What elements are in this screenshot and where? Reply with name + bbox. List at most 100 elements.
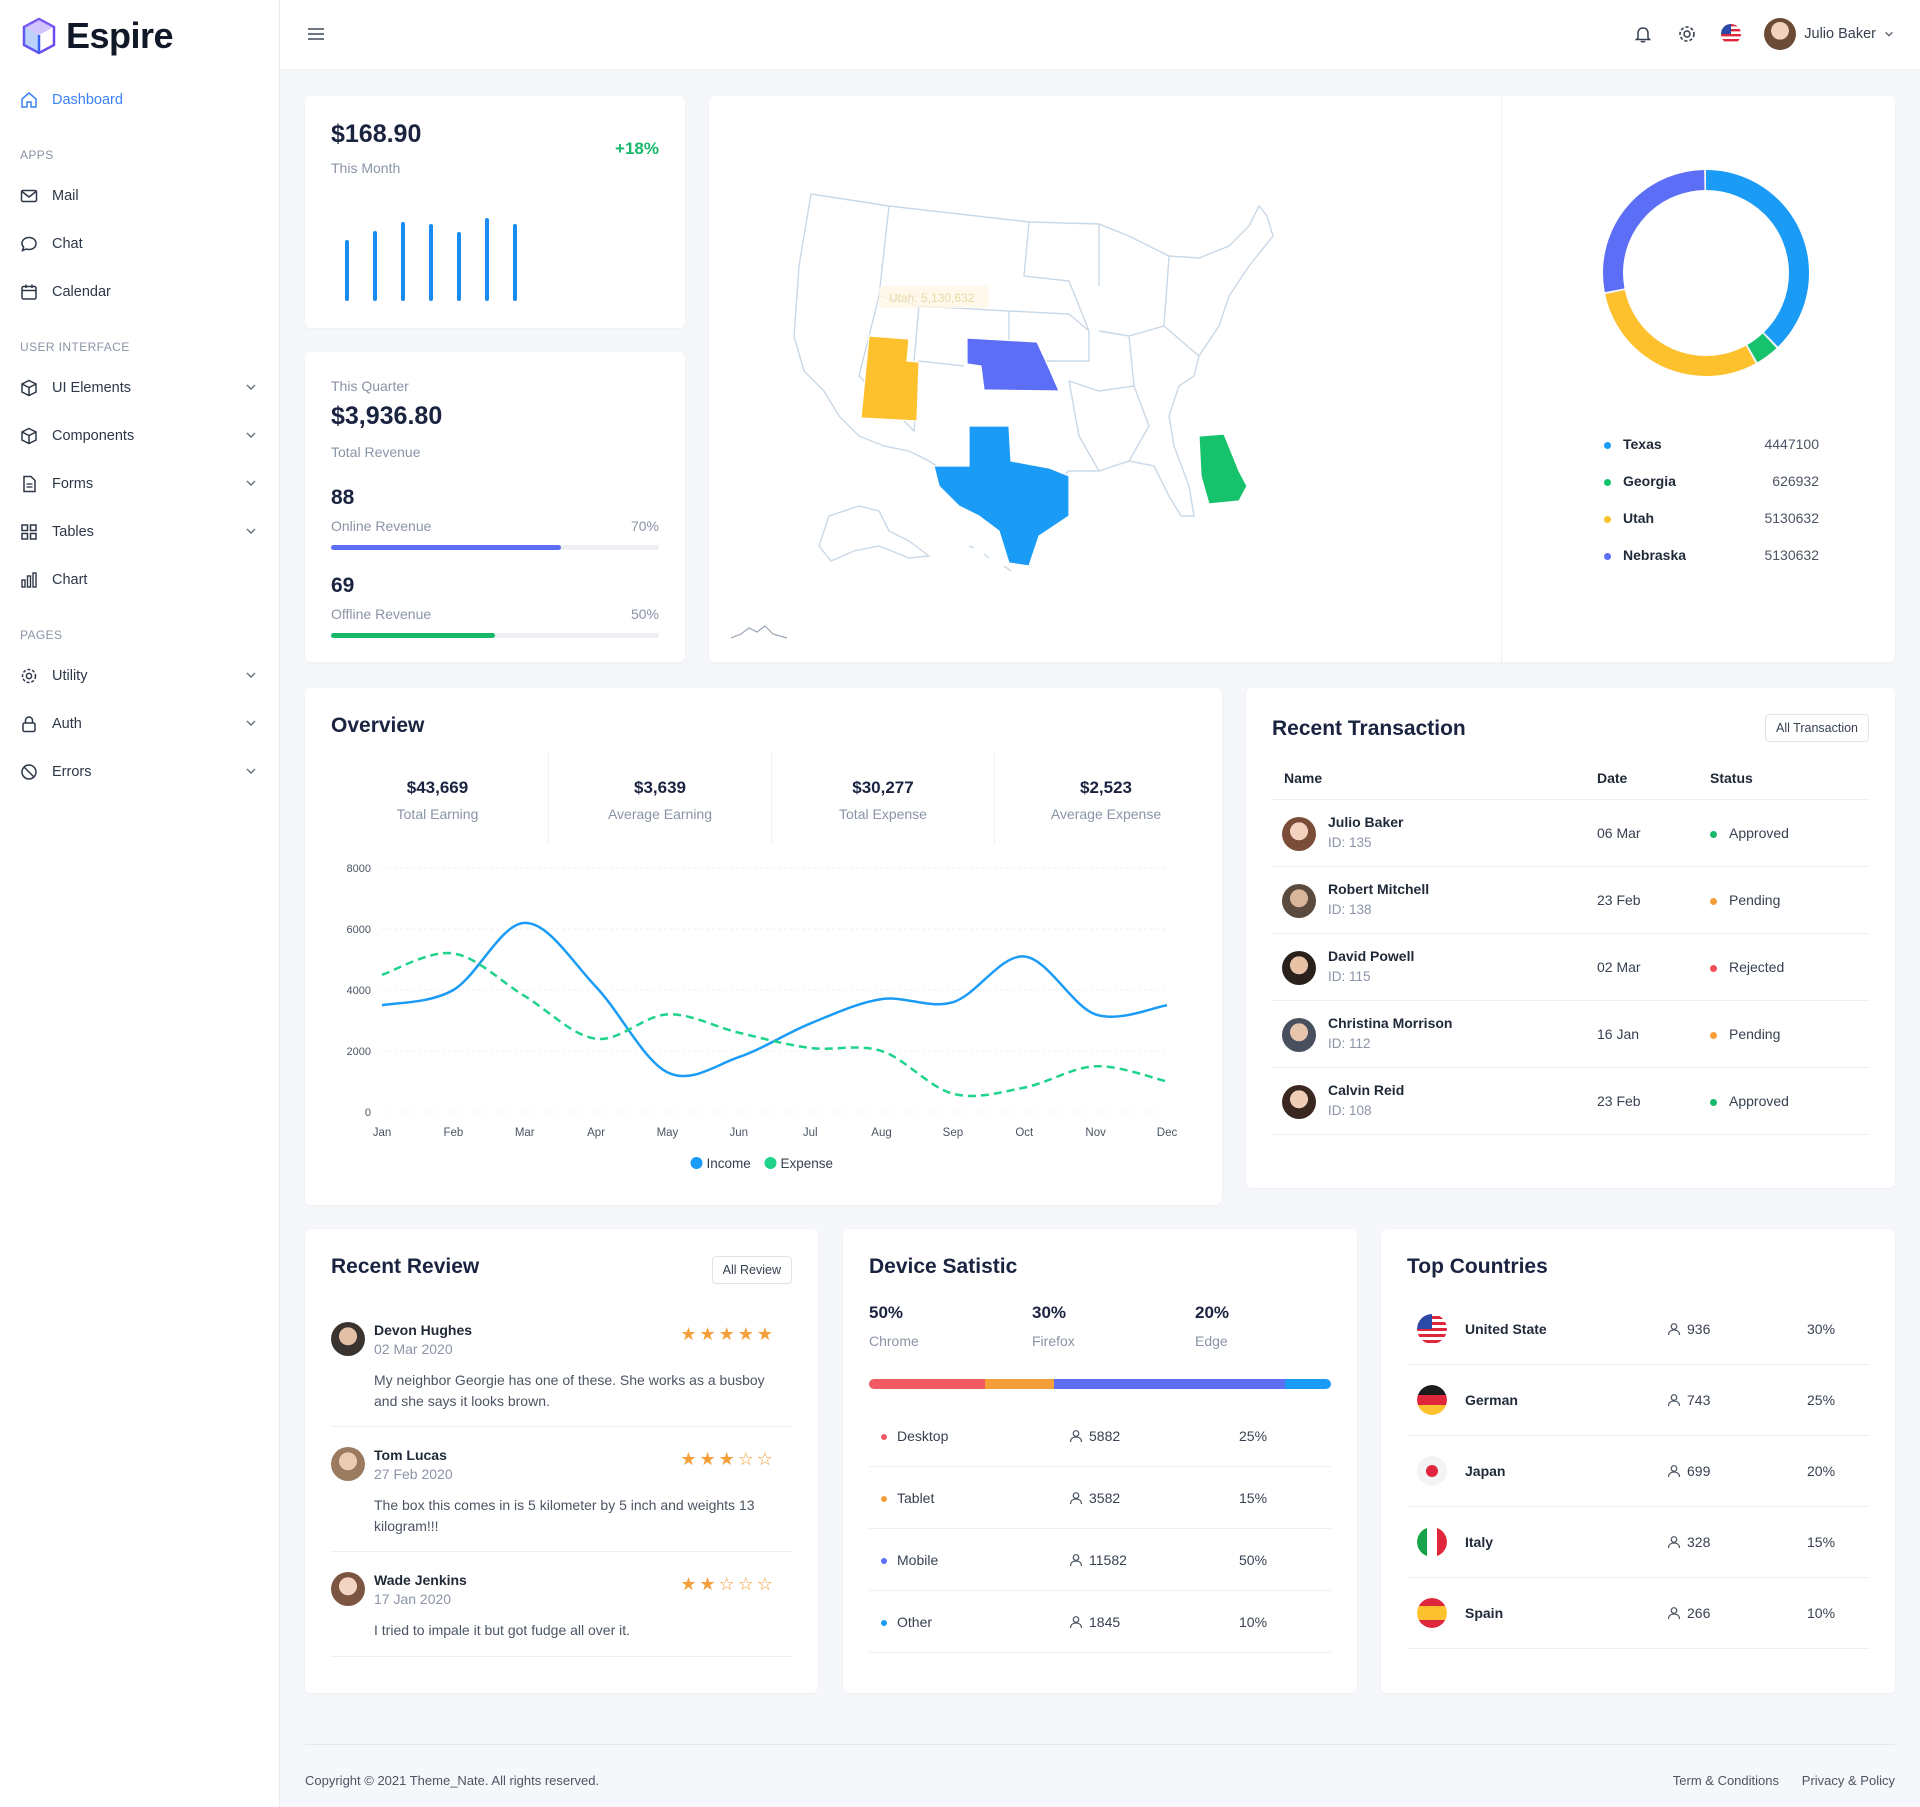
x-tick-label: Dec <box>1157 1127 1178 1139</box>
sidebar-item-chart[interactable]: Chart <box>0 556 279 604</box>
device-bar-segment <box>984 1379 1054 1389</box>
online-progress-fill <box>331 545 561 550</box>
bell-icon[interactable] <box>1632 23 1654 45</box>
legend-dot <box>1604 441 1611 449</box>
country-count: 743 <box>1667 1392 1710 1408</box>
month-label: This Month <box>331 160 401 176</box>
avatar <box>331 1322 365 1356</box>
chevron-down-icon <box>246 384 256 390</box>
legend-label[interactable]: Expense <box>781 1156 834 1171</box>
country-count: 699 <box>1667 1463 1710 1479</box>
user-menu[interactable]: Julio Baker <box>1764 18 1894 50</box>
offline-progress-fill <box>331 633 495 638</box>
device-count: 5882 <box>1069 1428 1120 1444</box>
sidebar-item-components[interactable]: Components <box>0 412 279 460</box>
tx-name: Calvin Reid <box>1328 1082 1405 1098</box>
country-pct: 10% <box>1807 1605 1836 1621</box>
browser-pct: 30% <box>1032 1303 1067 1322</box>
browser-firefox: 30% Firefox <box>1032 1303 1075 1349</box>
x-tick-label: Jan <box>373 1127 392 1139</box>
sidebar-item-tables[interactable]: Tables <box>0 508 279 556</box>
sidebar-item-chat[interactable]: Chat <box>0 220 279 268</box>
sidebar-item-utility[interactable]: Utility <box>0 652 279 700</box>
legend-label[interactable]: Income <box>707 1156 751 1171</box>
user-name: Julio Baker <box>1804 26 1876 42</box>
chevron-down-icon <box>246 528 256 534</box>
hamburger-menu-icon[interactable] <box>306 24 326 44</box>
status-dot <box>1710 1098 1717 1106</box>
us-flag-icon[interactable] <box>1720 23 1742 45</box>
table-row[interactable]: David Powell ID: 115 02 Mar Rejected <box>1272 934 1869 1001</box>
y-tick-label: 2000 <box>347 1046 371 1058</box>
legend-item-texas: Texas 4447100 <box>1604 436 1819 456</box>
avatar <box>1282 1085 1316 1119</box>
stat-total-expense: $30,277 Total Expense <box>772 754 995 844</box>
donut-slice[interactable] <box>1603 170 1809 376</box>
calendar-icon <box>20 283 38 301</box>
sidebar-item-auth[interactable]: Auth <box>0 700 279 748</box>
country-name: Spain <box>1465 1605 1504 1621</box>
donut-slice[interactable] <box>1603 170 1809 376</box>
header-actions: Julio Baker <box>1632 18 1894 50</box>
chat-icon <box>20 235 38 253</box>
privacy-link[interactable]: Privacy & Policy <box>1801 1773 1895 1788</box>
user-icon <box>1667 1394 1681 1407</box>
legend-item-utah: Utah 5130632 <box>1604 510 1819 530</box>
status-badge: Pending <box>1710 1026 1780 1042</box>
list-item: German 743 25% <box>1407 1365 1869 1436</box>
status-dot <box>1710 830 1717 838</box>
donut-slice[interactable] <box>1603 170 1809 376</box>
sidebar-item-errors[interactable]: Errors <box>0 748 279 796</box>
table-row[interactable]: Robert Mitchell ID: 138 23 Feb Pending <box>1272 867 1869 934</box>
settings-icon <box>20 667 38 685</box>
us-map[interactable]: Utah: 5,130,632 <box>769 186 1329 586</box>
stat-label: Total Earning <box>396 806 479 822</box>
quarter-label: This Quarter <box>331 378 409 394</box>
gear-icon[interactable] <box>1676 23 1698 45</box>
list-item: Italy 328 15% <box>1407 1507 1869 1578</box>
sidebar-item-dashboard[interactable]: Dashboard <box>0 76 279 124</box>
copyright: Copyright © 2021 Theme_Nate. All rights … <box>305 1773 600 1788</box>
status-badge: Rejected <box>1710 959 1784 975</box>
avatar <box>331 1572 365 1606</box>
all-transaction-button[interactable]: All Transaction <box>1765 714 1869 742</box>
list-item: Spain 266 10% <box>1407 1578 1869 1649</box>
browser-edge: 20% Edge <box>1195 1303 1229 1349</box>
device-dot <box>881 1496 887 1503</box>
col-name: Name <box>1284 770 1323 786</box>
month-bar <box>513 224 517 301</box>
month-bar <box>401 222 405 301</box>
all-review-button[interactable]: All Review <box>711 1256 792 1284</box>
sidebar-item-label: Mail <box>52 188 79 204</box>
sidebar-item-forms[interactable]: Forms <box>0 460 279 508</box>
recent-review-card: Recent Review All Review Devon Hughes 02… <box>305 1229 818 1693</box>
device-count-value: 5882 <box>1089 1428 1121 1444</box>
tx-date: 23 Feb <box>1597 892 1641 908</box>
legend-value: 5130632 <box>1764 510 1819 526</box>
box-icon <box>20 427 38 445</box>
germany-flag-icon <box>1417 1385 1447 1415</box>
offline-progress-track <box>331 633 659 638</box>
offline-pct: 50% <box>630 606 659 622</box>
user-icon <box>1667 1465 1681 1478</box>
country-name: German <box>1465 1392 1518 1408</box>
transaction-table-header: Name Date Status <box>1272 754 1869 800</box>
legend-value: 5130632 <box>1764 547 1819 563</box>
status-text: Pending <box>1729 892 1781 908</box>
sidebar-item-mail[interactable]: Mail <box>0 172 279 220</box>
brand[interactable]: Espire <box>0 0 279 72</box>
sidebar-item-calendar[interactable]: Calendar <box>0 268 279 316</box>
overview-title: Overview <box>331 714 425 737</box>
table-row[interactable]: Calvin Reid ID: 108 23 Feb Approved <box>1272 1068 1869 1135</box>
country-name: Italy <box>1465 1534 1494 1550</box>
review-item: Tom Lucas 27 Feb 2020 ★★★☆☆ The box this… <box>331 1447 792 1552</box>
month-bar <box>457 232 461 301</box>
map-zoom-control-icon[interactable] <box>731 624 787 640</box>
series-line-income <box>381 921 1168 1078</box>
sidebar-item-ui-elements[interactable]: UI Elements <box>0 364 279 412</box>
terms-link[interactable]: Term & Conditions <box>1672 1773 1779 1788</box>
online-progress-track <box>331 545 659 550</box>
device-dot <box>881 1558 887 1565</box>
table-row[interactable]: Christina Morrison ID: 112 16 Jan Pendin… <box>1272 1001 1869 1068</box>
table-row[interactable]: Julio Baker ID: 135 06 Mar Approved <box>1272 800 1869 867</box>
